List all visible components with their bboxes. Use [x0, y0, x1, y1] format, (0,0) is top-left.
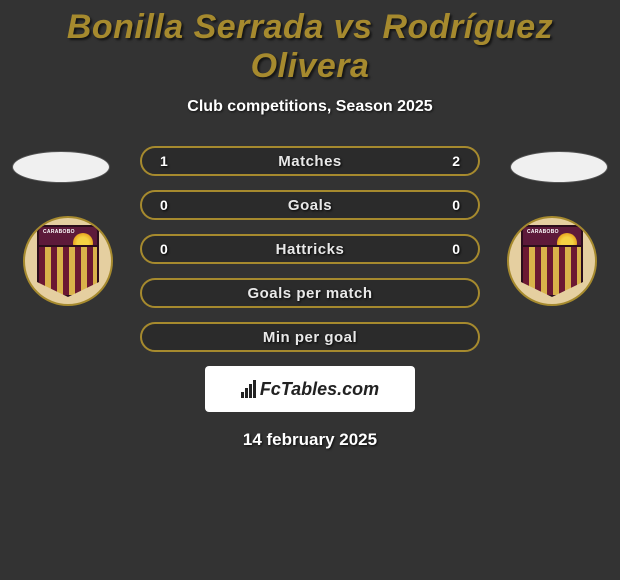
- stat-row-matches: 1 Matches 2: [140, 146, 480, 176]
- stat-value-left: 1: [160, 153, 168, 169]
- bars-icon: [241, 380, 256, 398]
- sun-icon: [73, 233, 93, 247]
- stat-row-hattricks: 0 Hattricks 0: [140, 234, 480, 264]
- stat-value-right: 0: [452, 241, 460, 257]
- brand-text: FcTables.com: [260, 379, 379, 400]
- stat-rows: 1 Matches 2 0 Goals 0 0 Hattricks 0 Goal…: [140, 146, 480, 352]
- stat-label: Min per goal: [263, 329, 357, 346]
- badge-label-right: CARABOBO: [527, 229, 559, 235]
- stat-label: Goals: [288, 197, 332, 214]
- stat-row-min-per-goal: Min per goal: [140, 322, 480, 352]
- brand-logo: FcTables.com: [205, 366, 415, 412]
- page-title: Bonilla Serrada vs Rodríguez Olivera: [0, 8, 620, 86]
- badge-label-left: CARABOBO: [43, 229, 75, 235]
- stat-label: Matches: [278, 153, 342, 170]
- club-badge-left: CARABOBO: [23, 216, 113, 306]
- country-flag-left: [12, 151, 110, 183]
- comparison-card: Bonilla Serrada vs Rodríguez Olivera Clu…: [0, 0, 620, 450]
- stat-row-goals-per-match: Goals per match: [140, 278, 480, 308]
- compare-area: CARABOBO CARABOBO 1 Matches 2: [0, 146, 620, 450]
- stat-value-right: 0: [452, 197, 460, 213]
- stat-value-left: 0: [160, 241, 168, 257]
- stat-value-right: 2: [452, 153, 460, 169]
- country-flag-right: [510, 151, 608, 183]
- sun-icon: [557, 233, 577, 247]
- club-badge-right: CARABOBO: [507, 216, 597, 306]
- shield-icon: CARABOBO: [37, 225, 99, 297]
- stat-value-left: 0: [160, 197, 168, 213]
- shield-icon: CARABOBO: [521, 225, 583, 297]
- stat-label: Hattricks: [276, 241, 345, 258]
- stat-label: Goals per match: [247, 285, 372, 302]
- stat-row-goals: 0 Goals 0: [140, 190, 480, 220]
- page-subtitle: Club competitions, Season 2025: [0, 98, 620, 116]
- footer-date: 14 february 2025: [0, 430, 620, 450]
